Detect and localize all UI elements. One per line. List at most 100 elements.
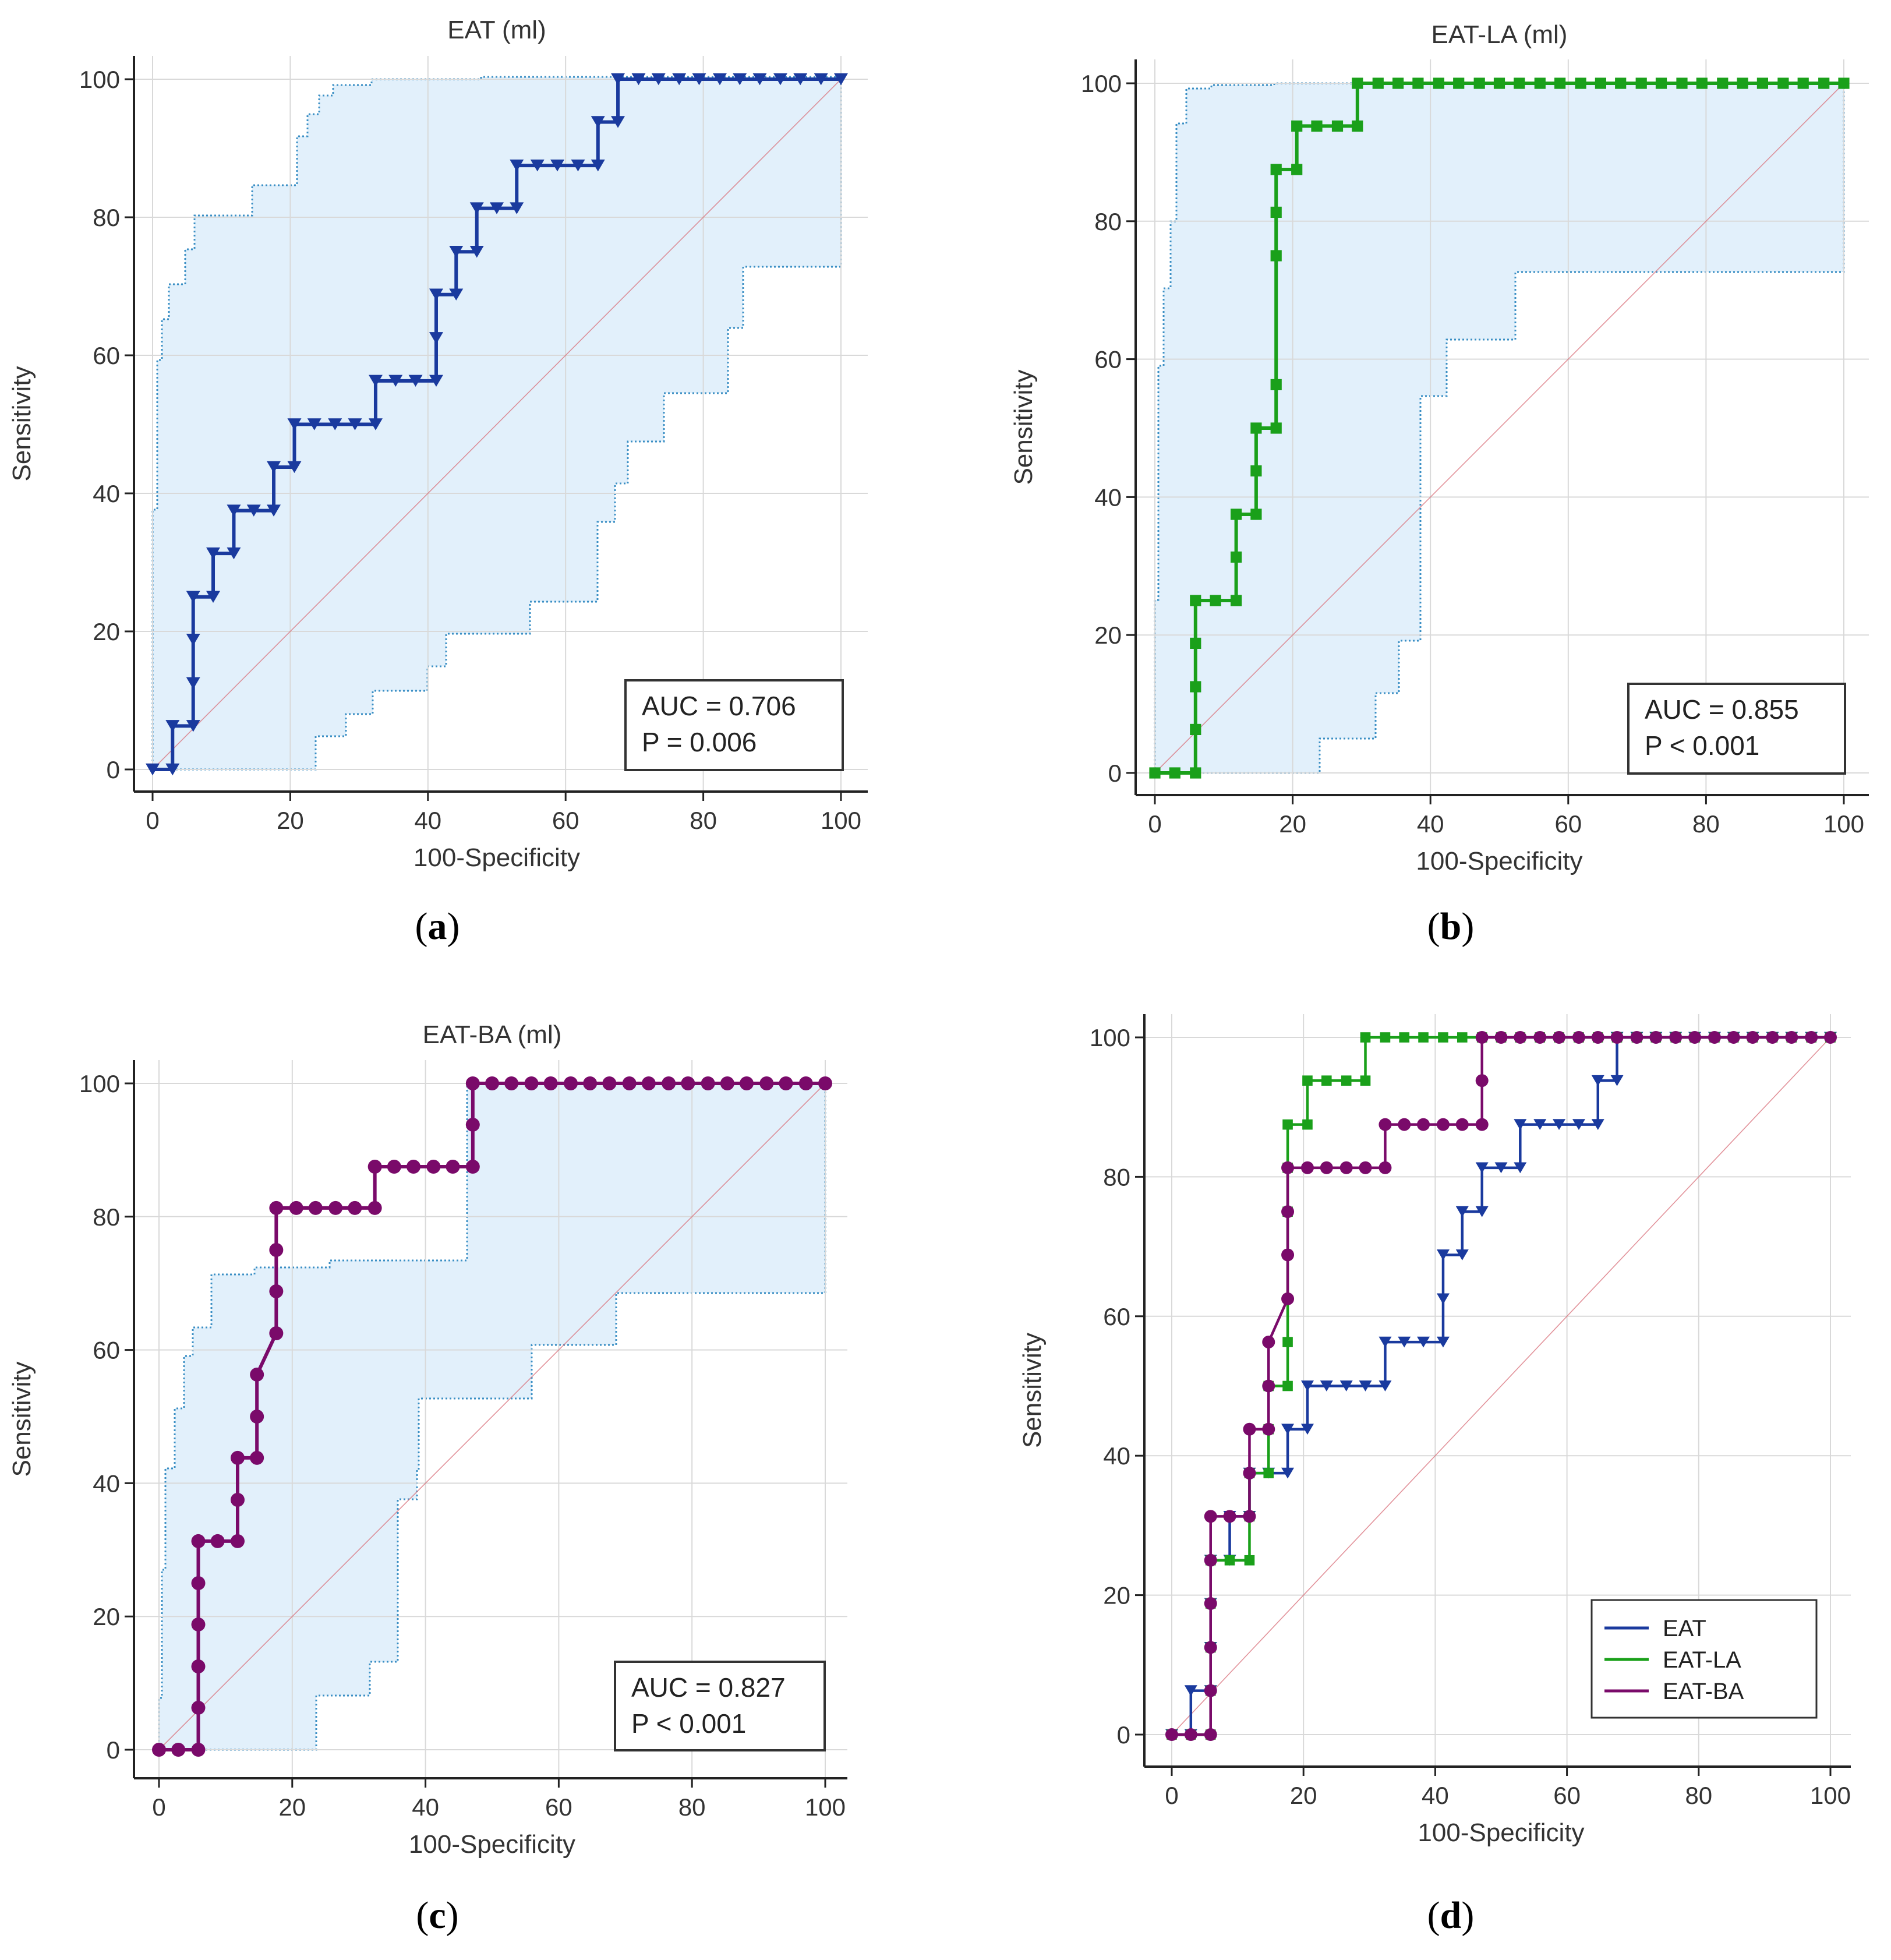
data-point <box>429 375 443 387</box>
y-tick-label: 40 <box>93 480 120 507</box>
data-point <box>1380 1032 1391 1043</box>
data-point <box>524 1076 539 1090</box>
data-point <box>328 1200 343 1215</box>
x-tick-label: 60 <box>552 807 579 834</box>
y-tick-label: 60 <box>1103 1303 1130 1330</box>
data-point <box>269 1284 284 1298</box>
data-point <box>206 591 221 603</box>
data-point <box>1455 1249 1469 1260</box>
data-point <box>1230 551 1242 563</box>
confidence-lower-bound <box>159 1083 826 1751</box>
data-point <box>550 159 565 172</box>
x-tick-label: 100 <box>1810 1782 1851 1809</box>
y-tick-label: 40 <box>1094 483 1122 511</box>
data-point <box>1320 1161 1333 1174</box>
panel-b: 0 20 40 60 80 100 0 20 40 60 80 100 100-Specificity S… <box>1009 20 1869 948</box>
data-point <box>307 418 321 430</box>
data-point <box>1676 77 1688 89</box>
data-point <box>818 1076 832 1090</box>
data-point <box>1270 164 1282 175</box>
chart-title: EAT-LA (ml) <box>1431 20 1568 49</box>
data-point <box>1797 77 1809 89</box>
data-point <box>186 634 200 646</box>
x-tick-label: 60 <box>1553 1782 1581 1809</box>
data-point <box>348 1200 362 1215</box>
confidence-upper-bound <box>158 1082 825 1750</box>
data-point <box>1281 1205 1295 1219</box>
reference-diagonal <box>1171 1037 1831 1735</box>
panel-label-open: ( <box>415 905 428 948</box>
auc-value: AUC = 0.827 <box>631 1672 786 1703</box>
data-point <box>250 1410 264 1424</box>
x-tick-label: 80 <box>1685 1782 1712 1809</box>
data-point <box>1412 77 1424 89</box>
reference-diagonal <box>1154 83 1844 774</box>
p-value: P = 0.006 <box>642 727 757 757</box>
data-point <box>165 763 180 776</box>
auc-box <box>624 679 844 771</box>
data-point <box>269 1200 284 1215</box>
data-point <box>1475 1162 1489 1174</box>
roc-curve-eat-ba-markers <box>152 1076 832 1757</box>
data-point <box>387 1160 401 1174</box>
y-tick-label: 100 <box>79 1070 120 1097</box>
data-point <box>469 202 484 214</box>
data-point <box>465 1160 480 1174</box>
data-point <box>1392 77 1404 89</box>
data-point <box>1190 681 1201 693</box>
data-point <box>1417 1118 1430 1131</box>
data-point <box>583 1076 598 1090</box>
y-tick-label: 60 <box>93 342 120 369</box>
data-point <box>1379 1336 1392 1348</box>
data-point <box>611 73 625 86</box>
data-point <box>368 418 383 430</box>
data-point <box>1398 1118 1411 1131</box>
data-point <box>1360 1075 1371 1086</box>
x-tick-label: 40 <box>412 1793 439 1821</box>
data-point <box>1300 1161 1314 1174</box>
data-point <box>426 1160 441 1174</box>
panel-label-open: ( <box>1427 905 1440 948</box>
data-point <box>631 73 646 86</box>
data-point <box>1455 1206 1469 1217</box>
data-point <box>269 1243 284 1257</box>
x-tick-label: 20 <box>1279 810 1306 838</box>
data-point <box>1610 1031 1624 1044</box>
data-point <box>210 1534 225 1548</box>
x-tick-label: 40 <box>414 807 441 834</box>
data-point <box>1359 1161 1372 1174</box>
data-point <box>1270 250 1282 262</box>
data-point <box>348 418 362 430</box>
chart-title: EAT (ml) <box>447 16 546 44</box>
data-point <box>191 1659 206 1673</box>
data-point <box>1514 1119 1527 1130</box>
confidence-lower-bound <box>1155 83 1845 774</box>
x-tick-label: 0 <box>1165 1782 1178 1809</box>
panel-label-close: ) <box>1461 1894 1474 1937</box>
data-point <box>368 375 383 387</box>
data-point <box>733 73 747 86</box>
legend-label: EAT-BA <box>1663 1679 1744 1704</box>
data-point <box>227 547 241 560</box>
x-tick-label: 80 <box>678 1793 706 1821</box>
data-point <box>1475 1074 1489 1087</box>
data-point <box>1418 1032 1429 1043</box>
panel-label-letter: a <box>428 905 447 948</box>
data-point <box>429 288 443 301</box>
data-point <box>510 202 524 214</box>
y-tick-label: 80 <box>1094 208 1122 235</box>
x-tick-label: 0 <box>146 807 159 834</box>
x-tick-label: 60 <box>1554 810 1582 838</box>
roc-curve-eat-ba-markers <box>1165 1031 1837 1741</box>
y-tick-label: 0 <box>107 756 120 783</box>
data-point <box>152 1743 166 1757</box>
reference-diagonal <box>152 79 842 770</box>
data-point <box>681 1076 695 1090</box>
data-point <box>1514 1162 1527 1174</box>
x-tick-label: 100 <box>805 1793 846 1821</box>
data-point <box>1184 1728 1197 1741</box>
data-point <box>1824 1031 1837 1044</box>
data-point <box>1311 120 1323 132</box>
data-point <box>1379 1118 1392 1131</box>
data-point <box>1230 508 1242 520</box>
